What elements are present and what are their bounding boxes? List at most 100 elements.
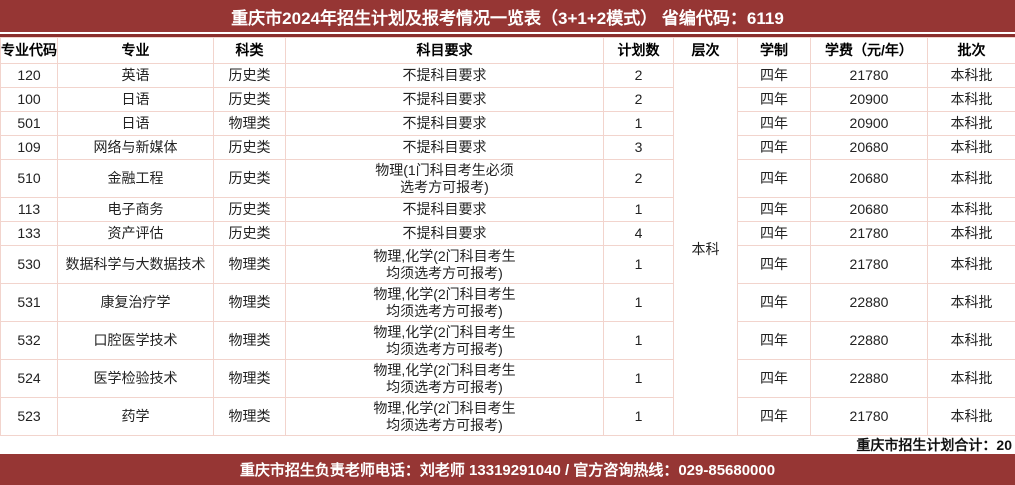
cell-tuition: 20680	[811, 198, 928, 222]
cell-plan-count: 1	[604, 246, 674, 284]
header-category: 科类	[214, 38, 286, 64]
cell-major-code: 120	[1, 64, 58, 88]
cell-tuition: 20900	[811, 112, 928, 136]
header-batch: 批次	[928, 38, 1015, 64]
cell-duration: 四年	[738, 136, 811, 160]
title-banner: 重庆市2024年招生计划及报考情况一览表（3+1+2模式） 省编代码：6119	[0, 0, 1015, 32]
cell-major-code: 133	[1, 222, 58, 246]
cell-major: 金融工程	[58, 160, 214, 198]
cell-duration: 四年	[738, 112, 811, 136]
cell-major-code: 532	[1, 322, 58, 360]
header-level: 层次	[674, 38, 738, 64]
cell-batch: 本科批	[928, 112, 1015, 136]
cell-subject-requirement: 物理(1门科目考生必须 选考方可报考)	[286, 160, 604, 198]
cell-batch: 本科批	[928, 88, 1015, 112]
cell-tuition: 21780	[811, 222, 928, 246]
cell-subject-requirement: 物理,化学(2门科目考生 均须选考方可报考)	[286, 398, 604, 436]
cell-batch: 本科批	[928, 198, 1015, 222]
cell-tuition: 20680	[811, 136, 928, 160]
cell-batch: 本科批	[928, 398, 1015, 436]
cell-major: 药学	[58, 398, 214, 436]
cell-plan-count: 2	[604, 160, 674, 198]
cell-category: 历史类	[214, 64, 286, 88]
header-duration: 学制	[738, 38, 811, 64]
cell-batch: 本科批	[928, 222, 1015, 246]
cell-major: 数据科学与大数据技术	[58, 246, 214, 284]
cell-level-merged: 本科	[674, 64, 738, 436]
cell-subject-requirement: 不提科目要求	[286, 136, 604, 160]
cell-batch: 本科批	[928, 160, 1015, 198]
cell-category: 物理类	[214, 246, 286, 284]
cell-major-code: 524	[1, 360, 58, 398]
admission-plan-table: 专业代码 专业 科类 科目要求 计划数 层次 学制 学费（元/年） 批次 120…	[0, 37, 1015, 436]
cell-major: 日语	[58, 88, 214, 112]
cell-tuition: 22880	[811, 360, 928, 398]
cell-tuition: 22880	[811, 284, 928, 322]
cell-tuition: 20900	[811, 88, 928, 112]
cell-major-code: 100	[1, 88, 58, 112]
cell-major: 网络与新媒体	[58, 136, 214, 160]
cell-tuition: 22880	[811, 322, 928, 360]
cell-major: 医学检验技术	[58, 360, 214, 398]
cell-batch: 本科批	[928, 360, 1015, 398]
plan-total-row: 重庆市招生计划合计：20	[0, 436, 1015, 454]
cell-plan-count: 2	[604, 64, 674, 88]
page-title: 重庆市2024年招生计划及报考情况一览表（3+1+2模式） 省编代码：6119	[231, 4, 784, 29]
cell-duration: 四年	[738, 160, 811, 198]
cell-duration: 四年	[738, 360, 811, 398]
header-major: 专业	[58, 38, 214, 64]
cell-major: 康复治疗学	[58, 284, 214, 322]
cell-plan-count: 1	[604, 198, 674, 222]
cell-subject-requirement: 物理,化学(2门科目考生 均须选考方可报考)	[286, 246, 604, 284]
cell-category: 历史类	[214, 160, 286, 198]
cell-batch: 本科批	[928, 322, 1015, 360]
cell-category: 物理类	[214, 398, 286, 436]
cell-category: 历史类	[214, 136, 286, 160]
cell-major-code: 523	[1, 398, 58, 436]
plan-total-text: 重庆市招生计划合计：20	[856, 435, 1012, 455]
cell-duration: 四年	[738, 222, 811, 246]
cell-subject-requirement: 不提科目要求	[286, 222, 604, 246]
cell-category: 历史类	[214, 222, 286, 246]
header-plan-count: 计划数	[604, 38, 674, 64]
header-tuition: 学费（元/年）	[811, 38, 928, 64]
cell-duration: 四年	[738, 322, 811, 360]
cell-duration: 四年	[738, 398, 811, 436]
cell-tuition: 21780	[811, 64, 928, 88]
cell-category: 历史类	[214, 88, 286, 112]
cell-plan-count: 3	[604, 136, 674, 160]
cell-tuition: 20680	[811, 160, 928, 198]
cell-major: 资产评估	[58, 222, 214, 246]
header-major-code: 专业代码	[1, 38, 58, 64]
cell-major-code: 510	[1, 160, 58, 198]
cell-subject-requirement: 不提科目要求	[286, 198, 604, 222]
cell-duration: 四年	[738, 88, 811, 112]
table-header-row: 专业代码 专业 科类 科目要求 计划数 层次 学制 学费（元/年） 批次	[1, 38, 1015, 64]
cell-plan-count: 1	[604, 112, 674, 136]
cell-subject-requirement: 物理,化学(2门科目考生 均须选考方可报考)	[286, 360, 604, 398]
cell-major: 英语	[58, 64, 214, 88]
cell-duration: 四年	[738, 198, 811, 222]
cell-subject-requirement: 不提科目要求	[286, 112, 604, 136]
cell-category: 物理类	[214, 322, 286, 360]
cell-subject-requirement: 物理,化学(2门科目考生 均须选考方可报考)	[286, 322, 604, 360]
cell-duration: 四年	[738, 284, 811, 322]
cell-plan-count: 2	[604, 88, 674, 112]
cell-batch: 本科批	[928, 64, 1015, 88]
cell-major-code: 113	[1, 198, 58, 222]
cell-major: 电子商务	[58, 198, 214, 222]
cell-plan-count: 1	[604, 360, 674, 398]
cell-major-code: 501	[1, 112, 58, 136]
cell-plan-count: 1	[604, 398, 674, 436]
cell-tuition: 21780	[811, 246, 928, 284]
